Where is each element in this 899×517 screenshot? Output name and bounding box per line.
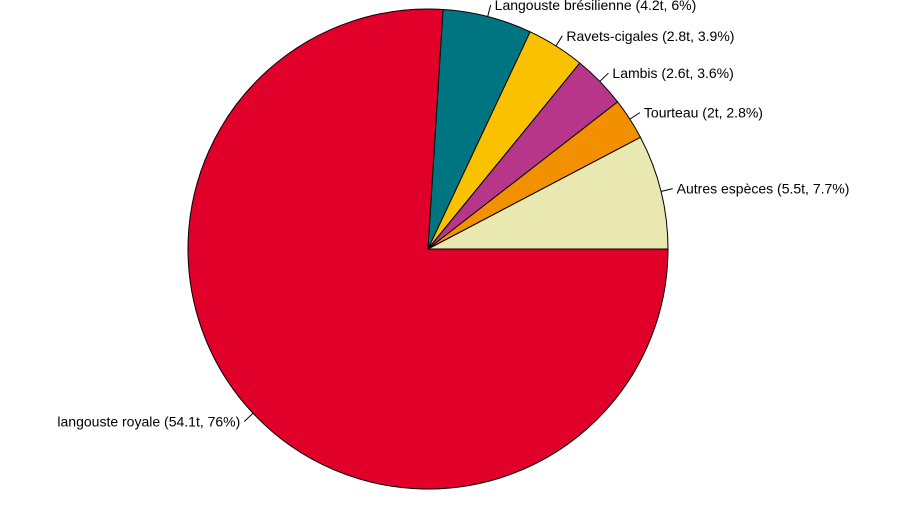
pie-slice xyxy=(427,136,669,250)
slice-label: Lambis (2.6t, 3.6%) xyxy=(612,65,733,81)
slice-label: Langouste brésilienne (4.2t, 6%) xyxy=(495,0,697,13)
pie-slice xyxy=(187,8,669,490)
slice-leader-line xyxy=(629,112,641,120)
slice-label: Autres espèces (5.5t, 7.7%) xyxy=(677,181,850,197)
slice-leader-line xyxy=(555,35,563,47)
slice-leader-line xyxy=(243,412,254,422)
slice-label: langouste royale (54.1t, 76%) xyxy=(57,414,240,430)
slice-leader-line xyxy=(660,188,673,192)
slice-leader-line xyxy=(487,4,492,17)
slice-label: Ravets-cigales (2.8t, 3.9%) xyxy=(566,28,734,44)
slice-label: Tourteau (2t, 2.8%) xyxy=(644,105,763,121)
slice-leader-line xyxy=(599,72,609,82)
